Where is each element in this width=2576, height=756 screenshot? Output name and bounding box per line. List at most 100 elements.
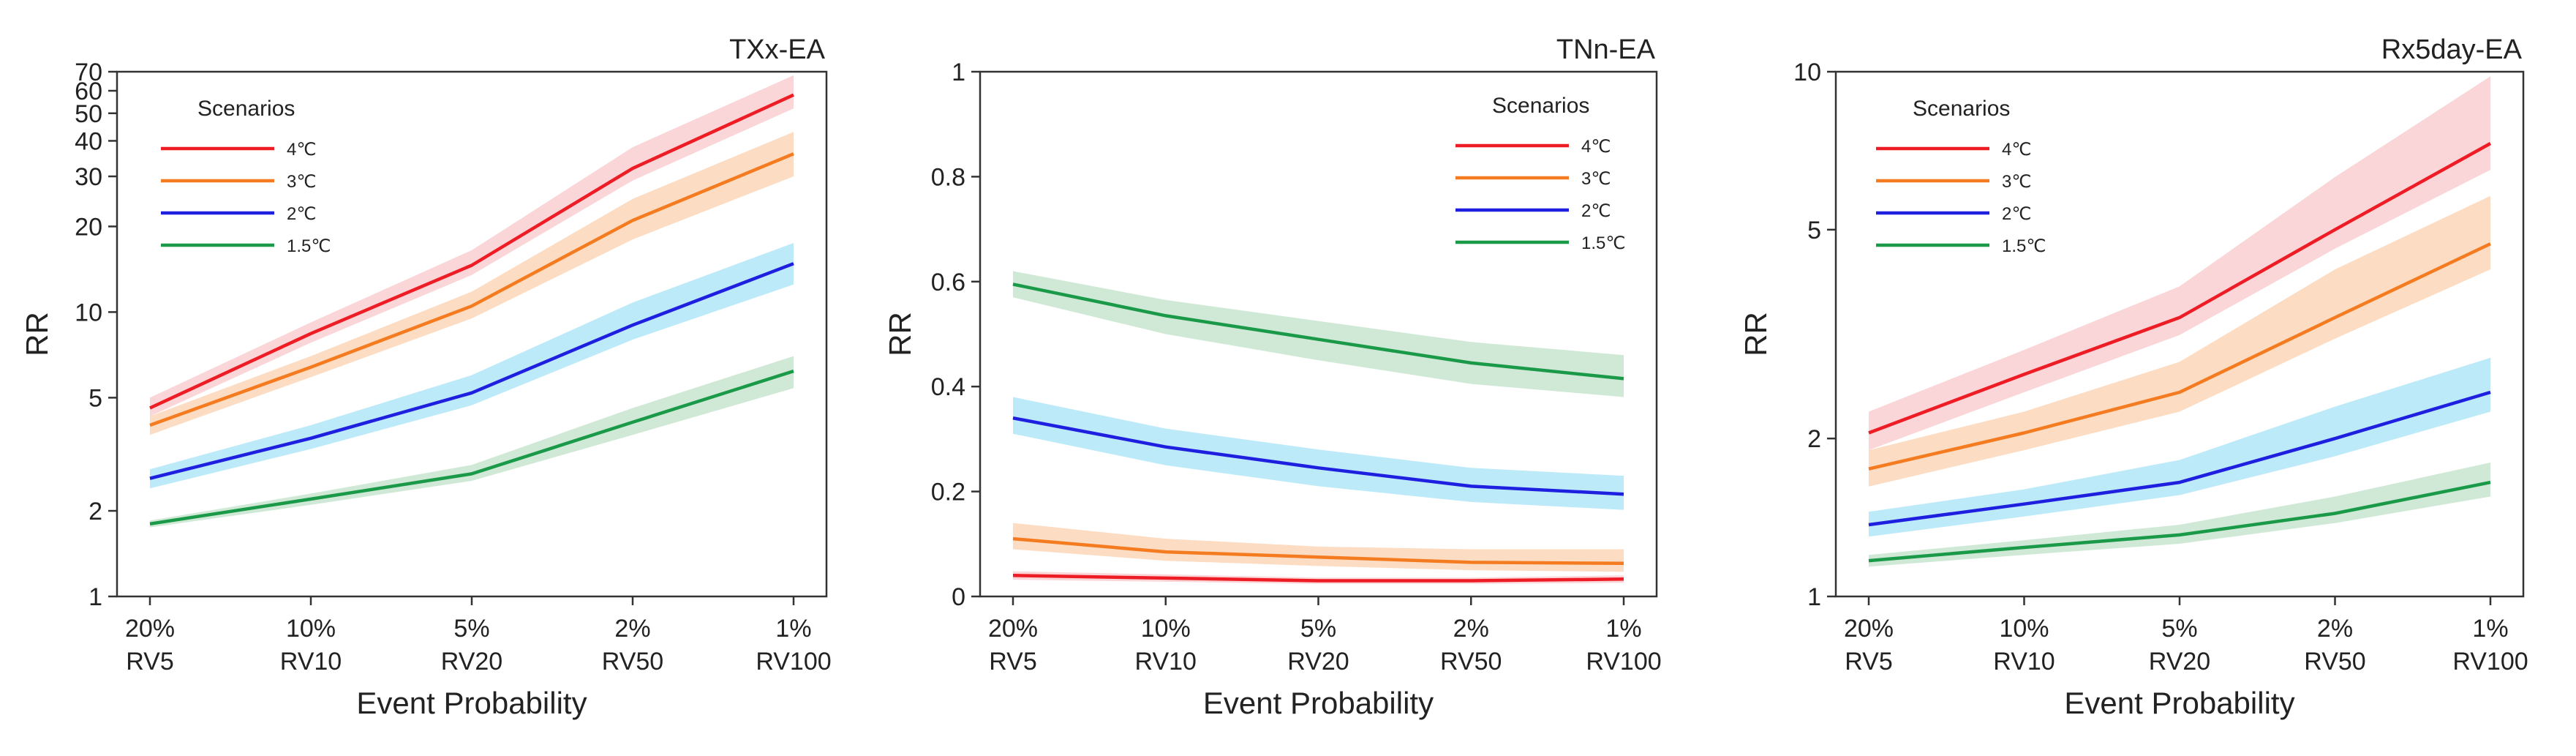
legend-label-4: 1.5℃	[2002, 236, 2046, 256]
uncertainty-band-1	[1869, 76, 2490, 451]
series-line-1	[1012, 574, 1624, 583]
y-tick-label: 1	[952, 59, 965, 86]
legend-label-2: 3℃	[2002, 172, 2031, 192]
series-line-4	[149, 369, 794, 526]
legend-label-1: 4℃	[2002, 140, 2031, 160]
y-tick-label: 0.4	[931, 373, 965, 401]
x-tick-label-pct: 5%	[453, 615, 489, 643]
panel-title: Rx5day-EA	[2381, 34, 2523, 65]
x-tick-label-rv: RV50	[1440, 648, 1502, 675]
legend: Scenarios 4℃ 3℃ 2℃ 1.5℃	[1455, 94, 1625, 253]
x-tick-label-pct: 20%	[1844, 615, 1894, 643]
uncertainty-band-4	[150, 356, 794, 528]
legend-label-2: 3℃	[287, 172, 316, 192]
x-tick-label-rv: RV5	[126, 648, 174, 675]
y-axis-title: RR	[883, 312, 917, 356]
y-tick-label: 5	[1807, 217, 1821, 244]
series-line-3	[1012, 416, 1624, 496]
y-tick-label: 10	[1793, 59, 1821, 86]
uncertainty-band-4	[1013, 271, 1624, 397]
panel-title: TNn-EA	[1556, 34, 1656, 65]
x-tick-label-rv: RV20	[1287, 648, 1349, 675]
series-line-2	[149, 152, 794, 427]
y-axis-title: RR	[1739, 312, 1773, 356]
y-tick-label: 1	[88, 583, 102, 611]
y-tick-label: 1	[1807, 583, 1821, 611]
uncertainty-band-2	[1013, 523, 1624, 572]
legend-label-2: 3℃	[1581, 169, 1611, 189]
y-tick-label: 0.2	[931, 479, 965, 506]
series-line-4	[1868, 480, 2491, 563]
legend-title: Scenarios	[1492, 94, 1589, 118]
series-line-4	[1012, 282, 1624, 381]
series-line-1	[149, 93, 794, 410]
x-tick-label-pct: 10%	[286, 615, 336, 643]
series-line-1	[1868, 142, 2492, 435]
x-tick-label-rv: RV10	[1993, 648, 2055, 675]
x-axis-title: Event Probability	[1203, 686, 1434, 720]
x-tick-label-pct: 1%	[1605, 615, 1641, 643]
legend-label-4: 1.5℃	[1581, 233, 1625, 253]
series-line-3	[149, 262, 794, 480]
x-tick-label-rv: RV5	[989, 648, 1037, 675]
uncertainty-band-3	[150, 243, 794, 489]
x-tick-label-rv: RV100	[756, 648, 831, 675]
uncertainty-band-3	[1869, 357, 2490, 537]
legend: Scenarios 4℃ 3℃ 2℃ 1.5℃	[1876, 97, 2046, 256]
legend-label-1: 4℃	[1581, 137, 1611, 157]
x-tick-label-pct: 10%	[1141, 615, 1191, 643]
x-tick-label-rv: RV10	[1135, 648, 1197, 675]
uncertainty-band-3	[1013, 397, 1624, 510]
legend-label-1: 4℃	[287, 140, 316, 160]
x-tick-label-rv: RV5	[1845, 648, 1893, 675]
uncertainty-band-4	[1869, 463, 2490, 567]
x-tick-label-pct: 20%	[125, 615, 175, 643]
x-tick-label-pct: 1%	[775, 615, 811, 643]
x-tick-label-rv: RV100	[1586, 648, 1661, 675]
y-tick-label: 2	[88, 498, 102, 525]
panel-title: TXx-EA	[729, 34, 826, 65]
uncertainty-band-2	[150, 132, 794, 435]
x-axis-title: Event Probability	[2064, 686, 2294, 720]
legend-label-3: 2℃	[1581, 201, 1611, 221]
legend-label-3: 2℃	[2002, 204, 2031, 224]
x-tick-label-rv: RV50	[602, 648, 663, 675]
x-tick-label-rv: RV100	[2452, 648, 2528, 675]
plot-frame	[116, 70, 828, 598]
y-tick-label: 20	[75, 213, 102, 241]
y-tick-label: 0.8	[931, 163, 965, 191]
series-line-2	[1868, 242, 2491, 471]
legend: Scenarios 4℃ 3℃ 2℃ 1.5℃	[161, 97, 331, 256]
legend-label-4: 1.5℃	[287, 236, 331, 256]
legend-label-3: 2℃	[287, 204, 316, 224]
x-tick-label-pct: 5%	[2161, 615, 2197, 643]
x-tick-label-rv: RV50	[2304, 648, 2365, 675]
y-tick-label: 0	[952, 583, 965, 611]
y-tick-label: 0.6	[931, 269, 965, 296]
series-line-3	[1868, 390, 2491, 527]
x-tick-label-pct: 1%	[2472, 615, 2508, 643]
y-tick-label: 2	[1807, 425, 1821, 453]
y-axis-title: RR	[20, 312, 54, 356]
legend-title: Scenarios	[1913, 97, 2010, 121]
series-line-2	[1012, 536, 1624, 566]
y-tick-label: 5	[88, 384, 102, 412]
x-tick-label-pct: 5%	[1300, 615, 1336, 643]
x-tick-label-pct: 2%	[614, 615, 650, 643]
x-tick-label-pct: 2%	[2317, 615, 2353, 643]
x-tick-label-rv: RV20	[441, 648, 502, 675]
y-tick-label: 60	[75, 78, 102, 105]
y-tick-label: 30	[75, 163, 102, 191]
y-tick-label: 10	[75, 299, 102, 326]
x-tick-label-pct: 2%	[1453, 615, 1489, 643]
y-tick-label: 50	[75, 100, 102, 128]
uncertainty-band-1	[150, 75, 794, 416]
chart-panel-3: 1 2 5 10 20% RV5 10% RV10 5% RV20 2% RV50 1% RV100 Rx5…	[1739, 34, 2528, 720]
y-tick-label: 40	[75, 127, 102, 155]
chart-panel-2: 0 0.2 0.4 0.6 0.8 1 20% RV5 10% RV10 5% RV20 2% RV50 1…	[883, 34, 1662, 720]
x-tick-label-pct: 20%	[988, 615, 1038, 643]
x-axis-title: Event Probability	[356, 686, 587, 720]
y-tick-label: 70	[75, 59, 102, 86]
